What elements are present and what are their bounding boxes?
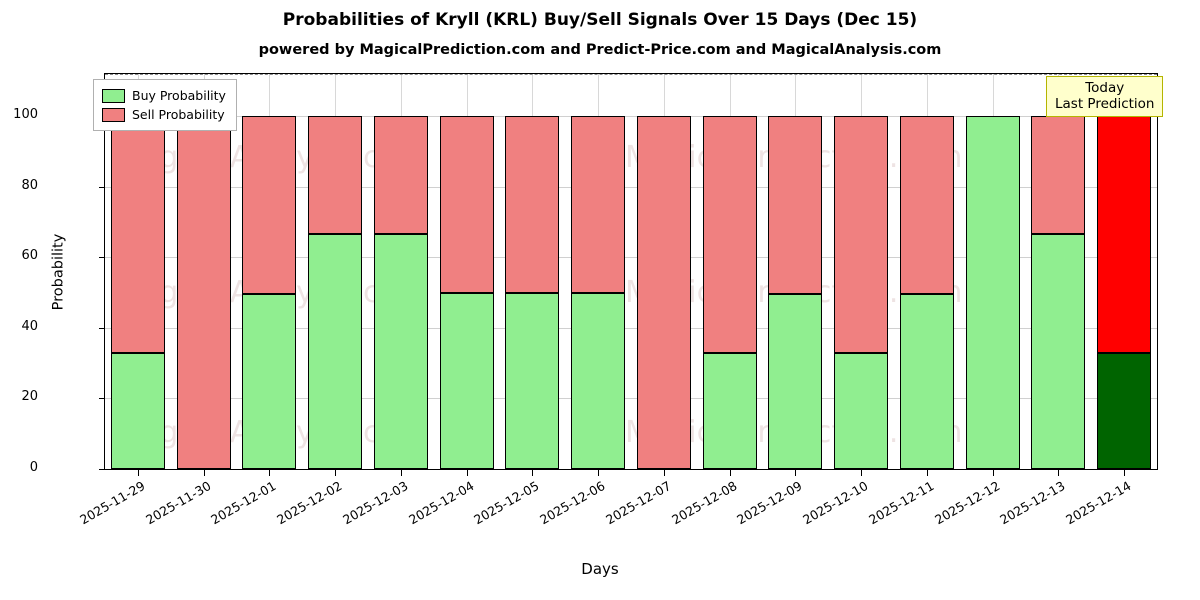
x-tick-mark (729, 470, 731, 476)
x-tick-mark (269, 470, 271, 476)
bar-buy (505, 292, 560, 469)
bar-sell (899, 116, 954, 295)
x-tick-mark (203, 470, 205, 476)
y-tick-label: 60 (21, 248, 38, 264)
bar-buy (571, 292, 626, 469)
y-tick-label: 20 (21, 389, 38, 405)
bar-sell (1097, 116, 1152, 353)
bar-buy (899, 294, 954, 469)
y-tick-label: 100 (13, 107, 38, 123)
y-tick-mark (99, 469, 105, 470)
x-tick-label: 2025-12-04 (405, 478, 477, 528)
bar-sell (439, 116, 494, 293)
bar-sell (505, 116, 560, 293)
bar-sell (768, 116, 823, 295)
y-tick-label: 80 (21, 177, 38, 193)
bar-sell (636, 116, 691, 469)
x-tick-label: 2025-12-05 (471, 478, 542, 528)
y-tick-label: 40 (21, 318, 38, 334)
chart-title: Probabilities of Kryll (KRL) Buy/Sell Si… (282, 10, 918, 30)
bar-buy (965, 116, 1020, 469)
plot-area: MagicalAnalysis.comMagicalPrediction.com… (104, 73, 1158, 470)
x-tick-mark (992, 470, 994, 476)
x-tick-label: 2025-12-06 (537, 478, 608, 528)
legend-item-buy: Buy Probability (102, 86, 226, 105)
bar-sell (110, 116, 165, 353)
x-tick-mark (335, 470, 337, 476)
today-annotation: Today Last Prediction (1046, 76, 1164, 117)
x-tick-mark (598, 470, 600, 476)
bar-buy (110, 352, 165, 469)
y-tick-label: 0 (29, 460, 38, 475)
x-tick-label: 2025-12-08 (668, 478, 740, 528)
bar-buy (373, 234, 428, 469)
legend: Buy Probability Sell Probability (93, 79, 237, 131)
plot-inner: MagicalAnalysis.comMagicalPrediction.com… (105, 74, 1157, 469)
x-tick-mark (663, 470, 665, 476)
legend-label-buy: Buy Probability (132, 88, 226, 103)
x-tick-label: 2025-12-03 (339, 478, 411, 528)
x-tick-label: 2025-11-29 (76, 478, 148, 528)
y-tick-mark (99, 186, 105, 188)
x-tick-mark (1058, 470, 1060, 476)
x-tick-label: 2025-12-10 (800, 478, 871, 528)
x-tick-label: 2025-12-07 (602, 478, 674, 528)
today-line-1: Today (1085, 80, 1125, 96)
bar-sell (571, 116, 626, 293)
reference-line (105, 74, 1157, 75)
gridline-horizontal (105, 186, 1157, 188)
x-tick-label: 2025-12-09 (734, 478, 805, 528)
bar-sell (834, 116, 889, 353)
x-tick-label: 2025-12-12 (931, 478, 1003, 528)
x-axis-label: Days (581, 560, 619, 578)
bar-sell (373, 116, 428, 235)
bar-sell (702, 116, 757, 353)
x-tick-mark (137, 470, 139, 476)
x-tick-mark (926, 470, 928, 476)
bar-buy (702, 352, 757, 469)
bar-sell (176, 116, 231, 469)
bar-buy (1031, 234, 1086, 469)
legend-item-sell: Sell Probability (102, 105, 226, 124)
y-tick-mark (99, 398, 105, 400)
legend-swatch-sell (102, 107, 125, 122)
gridline-horizontal (105, 116, 1157, 118)
bar-buy (834, 352, 889, 469)
bar-buy (1097, 352, 1152, 469)
legend-swatch-buy (102, 88, 125, 103)
bar-buy (768, 294, 823, 469)
gridline-horizontal (105, 257, 1157, 259)
x-tick-mark (466, 470, 468, 476)
today-line-2: Last Prediction (1055, 96, 1155, 113)
x-tick-label: 2025-11-30 (142, 478, 214, 528)
y-tick-mark (99, 257, 105, 259)
x-tick-mark (400, 470, 402, 476)
x-tick-label: 2025-12-02 (274, 478, 345, 528)
bar-buy (308, 234, 363, 469)
x-tick-label: 2025-12-11 (865, 478, 937, 528)
x-tick-label: 2025-12-01 (208, 478, 279, 528)
chart-subtitle: powered by MagicalPrediction.com and Pre… (258, 42, 942, 58)
gridline-horizontal (105, 327, 1157, 329)
x-tick-mark (795, 470, 797, 476)
x-tick-mark (1124, 470, 1126, 476)
bar-buy (439, 292, 494, 469)
gridline-horizontal (105, 398, 1157, 400)
bar-sell (1031, 116, 1086, 235)
x-tick-label: 2025-12-14 (1063, 478, 1134, 528)
y-tick-mark (99, 327, 105, 329)
x-tick-label: 2025-12-13 (997, 478, 1068, 528)
y-axis-label: Probability (50, 233, 67, 311)
x-tick-mark (532, 470, 534, 476)
bar-buy (242, 294, 297, 469)
bar-sell (308, 116, 363, 235)
x-tick-mark (861, 470, 863, 476)
legend-label-sell: Sell Probability (132, 107, 225, 122)
bar-sell (242, 116, 297, 295)
